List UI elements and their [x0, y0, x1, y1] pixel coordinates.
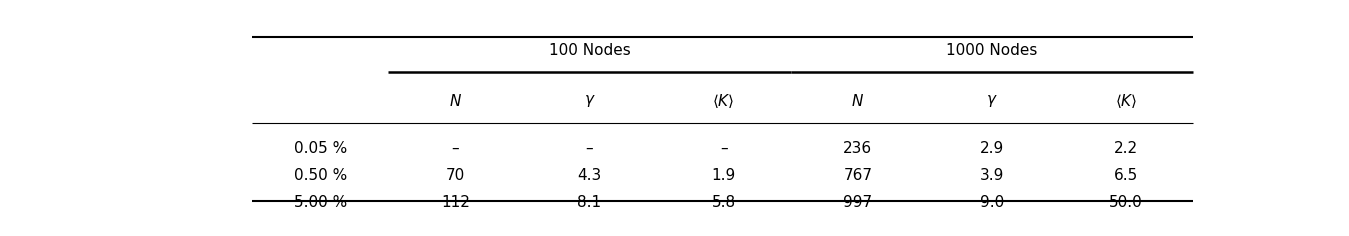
Text: $\langle K \rangle$: $\langle K \rangle$: [1114, 92, 1137, 110]
Text: 8.1: 8.1: [577, 195, 602, 210]
Text: 3.9: 3.9: [979, 168, 1004, 183]
Text: $\gamma$: $\gamma$: [584, 93, 595, 109]
Text: $N$: $N$: [851, 93, 865, 109]
Text: 0.50 %: 0.50 %: [294, 168, 347, 183]
Text: $\langle K \rangle$: $\langle K \rangle$: [712, 92, 735, 110]
Text: 2.2: 2.2: [1114, 141, 1139, 156]
Text: 50.0: 50.0: [1109, 195, 1143, 210]
Text: –: –: [585, 141, 594, 156]
Text: 767: 767: [843, 168, 873, 183]
Text: 236: 236: [843, 141, 873, 156]
Text: 6.5: 6.5: [1114, 168, 1139, 183]
Text: 997: 997: [843, 195, 873, 210]
Text: 5.00 %: 5.00 %: [294, 195, 347, 210]
Text: $\gamma$: $\gamma$: [986, 93, 998, 109]
Text: 9.0: 9.0: [979, 195, 1004, 210]
Text: 1000 Nodes: 1000 Nodes: [946, 43, 1037, 58]
Text: 1.9: 1.9: [711, 168, 735, 183]
Text: 0.05 %: 0.05 %: [294, 141, 347, 156]
Text: 70: 70: [445, 168, 465, 183]
Text: 112: 112: [441, 195, 469, 210]
Text: 4.3: 4.3: [577, 168, 602, 183]
Text: –: –: [720, 141, 727, 156]
Text: 2.9: 2.9: [979, 141, 1004, 156]
Text: $N$: $N$: [449, 93, 461, 109]
Text: 100 Nodes: 100 Nodes: [549, 43, 630, 58]
Text: 5.8: 5.8: [711, 195, 735, 210]
Text: –: –: [452, 141, 459, 156]
